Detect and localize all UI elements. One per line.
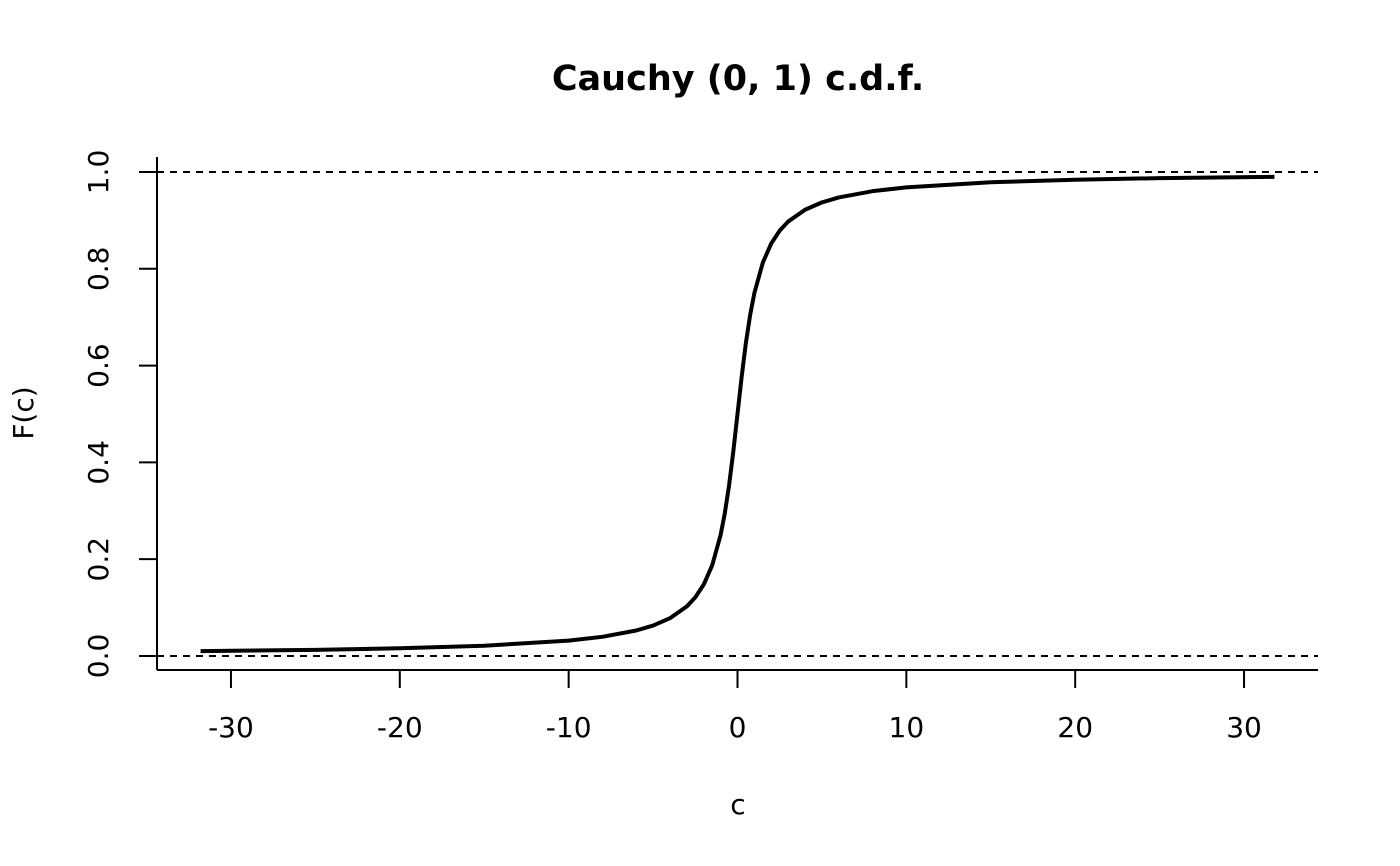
x-tick-label: 10 (889, 711, 925, 744)
y-tick-label: 0.2 (82, 537, 115, 582)
x-tick-label: -30 (208, 711, 254, 744)
y-axis-label: F(c) (7, 386, 40, 439)
x-tick-label: 20 (1057, 711, 1093, 744)
y-tick-label: 0.8 (82, 247, 115, 292)
x-tick-label: 0 (729, 711, 747, 744)
x-tick-label: 30 (1226, 711, 1262, 744)
y-tick-label: 0.0 (82, 634, 115, 679)
line (200, 174, 1275, 654)
y-tick-label: 0.6 (82, 343, 115, 388)
x-tick-label: -10 (546, 711, 592, 744)
y-tick-label: 0.4 (82, 440, 115, 485)
y-tick-label: 1.0 (82, 150, 115, 195)
chart-title: Cauchy (0, 1) c.d.f. (552, 59, 924, 99)
x-axis-label: c (730, 788, 745, 821)
x-tick-label: -20 (377, 711, 423, 744)
